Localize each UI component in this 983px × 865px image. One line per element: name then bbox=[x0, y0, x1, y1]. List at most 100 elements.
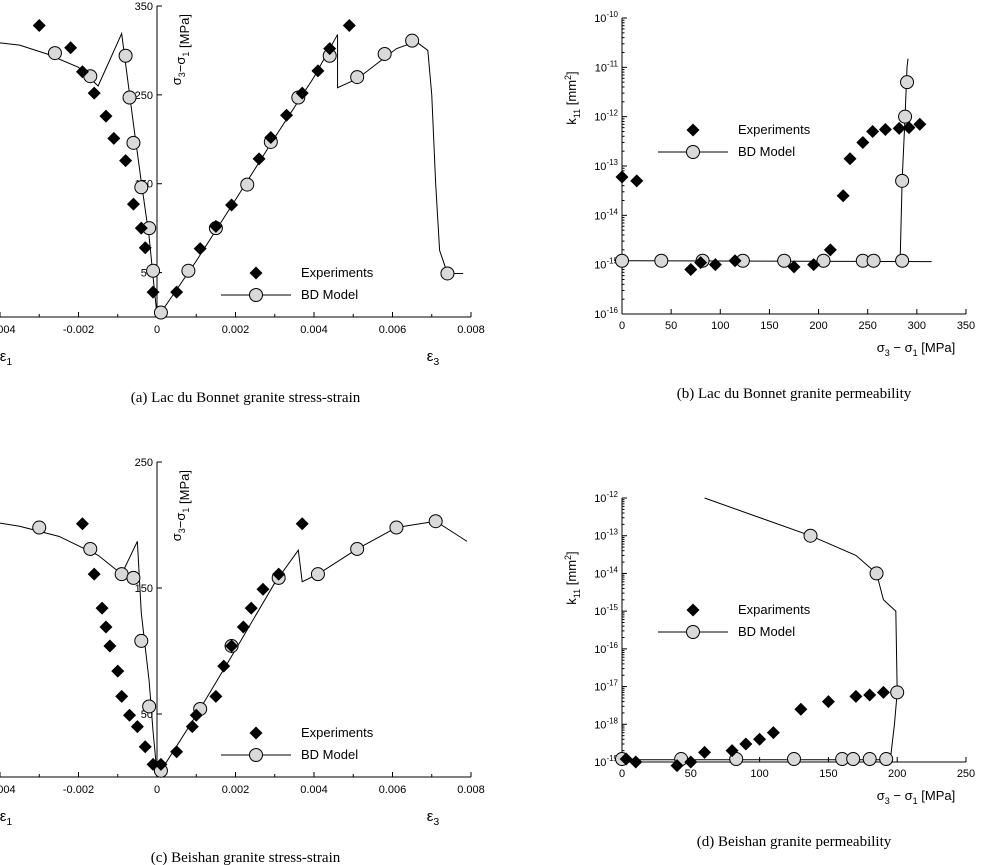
bd-model-point bbox=[890, 685, 905, 700]
bd-model-curve bbox=[621, 260, 932, 263]
y-tick-label: 10-17 bbox=[594, 679, 618, 694]
experiment-point bbox=[87, 567, 101, 581]
x-tick-label: 350 bbox=[957, 320, 975, 332]
x-tick-label: -0.002 bbox=[63, 324, 94, 336]
x-tick-label: 0.004 bbox=[300, 784, 328, 796]
bd-model-point bbox=[389, 520, 404, 535]
experiment-point bbox=[892, 121, 906, 135]
experiment-point bbox=[856, 135, 870, 149]
experiment-point bbox=[170, 745, 184, 759]
experiment-point bbox=[146, 757, 160, 771]
experiment-point bbox=[225, 198, 239, 212]
experiment-point bbox=[280, 108, 294, 122]
experiment-point bbox=[256, 582, 270, 596]
experiment-point bbox=[193, 242, 207, 256]
bd-model-point bbox=[118, 48, 133, 63]
legend-circle-marker bbox=[686, 625, 700, 639]
experiment-point bbox=[189, 708, 203, 722]
bd-model-point bbox=[777, 253, 792, 268]
bd-model-point bbox=[654, 253, 669, 268]
legend-diamond-marker bbox=[249, 266, 263, 280]
bd-model-point bbox=[869, 566, 884, 581]
experiment-point bbox=[787, 260, 801, 274]
x-tick-label: 150 bbox=[760, 320, 778, 332]
experiment-point bbox=[311, 64, 325, 78]
x-tick-label: 50 bbox=[685, 768, 697, 780]
experiment-point bbox=[138, 241, 152, 255]
bd-model-point bbox=[310, 567, 325, 582]
experiment-point bbox=[111, 664, 125, 678]
experiment-point bbox=[821, 695, 835, 709]
bd-model-point bbox=[83, 541, 98, 556]
experiment-point bbox=[836, 189, 850, 203]
experiment-point bbox=[103, 639, 117, 653]
experiment-point bbox=[32, 19, 46, 33]
x-tick-label: 0.002 bbox=[222, 324, 250, 336]
x-left-label: ε1 bbox=[0, 348, 12, 368]
bd-model-point bbox=[900, 75, 915, 90]
bd-model-point bbox=[895, 173, 910, 188]
y-tick-label: 150 bbox=[135, 583, 153, 595]
y-tick-label: 250 bbox=[135, 457, 153, 469]
bd-model-point bbox=[846, 752, 861, 767]
bd-model-point bbox=[787, 752, 801, 767]
experiment-point bbox=[766, 726, 780, 740]
x-tick-label: -0.004 bbox=[0, 324, 16, 336]
experiment-point bbox=[615, 170, 629, 184]
x-right-label: ε3 bbox=[427, 348, 440, 368]
legend: Experiments BD Model bbox=[221, 725, 374, 762]
bd-model-point bbox=[142, 699, 157, 714]
bd-model-point bbox=[47, 46, 62, 61]
x-tick-label: -0.004 bbox=[0, 784, 16, 796]
experiment-point bbox=[629, 755, 643, 769]
experiment-point bbox=[87, 86, 101, 100]
experiment-point bbox=[866, 125, 880, 139]
experiment-point bbox=[794, 702, 808, 716]
experiment-point bbox=[295, 517, 309, 531]
bd-model-point bbox=[377, 46, 392, 61]
experiment-point bbox=[107, 131, 121, 145]
experiment-point bbox=[244, 601, 258, 615]
y-tick-label: 10-13 bbox=[594, 158, 618, 173]
experiment-point bbox=[185, 720, 199, 734]
bd-model-point bbox=[134, 633, 149, 648]
legend-label-experiments: Experiments bbox=[301, 725, 374, 740]
experiment-point bbox=[126, 197, 140, 211]
experiment-point bbox=[225, 639, 239, 653]
y-axis-label: σ3−σ1 [MPa] bbox=[169, 14, 192, 85]
experiment-point bbox=[728, 254, 742, 268]
experiment-point bbox=[630, 174, 644, 188]
x-tick-label: -0.002 bbox=[63, 784, 94, 796]
y-tick-label: 10-15 bbox=[594, 257, 618, 272]
y-tick-label: 250 bbox=[135, 90, 153, 102]
y-tick-label: 10-18 bbox=[594, 716, 618, 731]
legend-label-bd-model: BD Model bbox=[301, 747, 358, 762]
x-right-label: ε3 bbox=[427, 808, 440, 828]
y-axis-label: σ3−σ1 [MPa] bbox=[169, 470, 192, 541]
bd-model-curve bbox=[0, 31, 464, 317]
legend-circle-marker bbox=[249, 288, 263, 302]
experiment-point bbox=[119, 154, 133, 168]
experiment-point bbox=[170, 285, 184, 299]
legend-label-bd-model: BD Model bbox=[301, 287, 358, 302]
legend-label-bd-model: BD Model bbox=[738, 624, 795, 639]
y-tick-label: 10-16 bbox=[594, 306, 618, 321]
experiment-point bbox=[272, 567, 286, 581]
legend: Experiments BD Model bbox=[658, 122, 811, 159]
y-tick-label: 350 bbox=[135, 1, 153, 13]
bd-model-point bbox=[134, 180, 149, 195]
y-tick-label: 10-12 bbox=[594, 490, 618, 505]
legend-label-experiments: Experiments bbox=[738, 122, 811, 137]
experiment-point bbox=[75, 517, 89, 531]
experiment-point bbox=[130, 720, 144, 734]
experiment-point bbox=[64, 41, 78, 55]
x-tick-label: 0.002 bbox=[222, 784, 250, 796]
bd-model-point bbox=[153, 305, 168, 320]
x-left-label: ε1 bbox=[0, 808, 12, 828]
y-tick-label: 10-10 bbox=[594, 10, 618, 25]
experiment-point bbox=[75, 65, 89, 79]
y-tick-label: 10-14 bbox=[594, 207, 618, 222]
experiment-point bbox=[619, 752, 633, 766]
experiment-point bbox=[823, 243, 837, 257]
x-tick-label: 250 bbox=[957, 768, 975, 780]
